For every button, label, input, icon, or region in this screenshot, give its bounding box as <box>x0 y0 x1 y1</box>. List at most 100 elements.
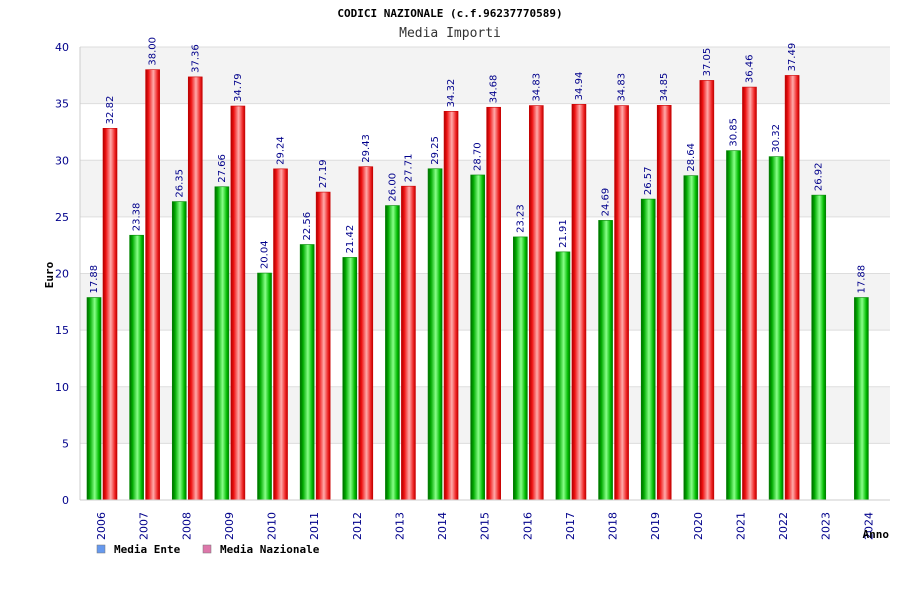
bar-media-nazionale <box>784 75 800 501</box>
x-tick-label: 2007 <box>138 512 151 540</box>
bar-media-ente <box>427 168 443 501</box>
bar-media-ente <box>171 201 187 501</box>
data-label-media-nazionale: 34.83 <box>531 73 542 102</box>
data-label-media-ente: 24.69 <box>601 188 612 217</box>
x-tick-label: 2015 <box>479 512 492 540</box>
x-axis-label: Anno <box>863 528 890 541</box>
data-label-media-ente: 23.23 <box>515 204 526 233</box>
bar-media-nazionale <box>187 76 203 501</box>
x-tick-label: 2009 <box>223 512 236 540</box>
bar-media-ente <box>683 175 699 501</box>
y-tick-label: 5 <box>62 437 69 450</box>
bar-media-nazionale <box>529 105 544 501</box>
data-label-media-nazionale: 37.49 <box>787 43 798 72</box>
bar-media-nazionale <box>614 105 629 501</box>
bar-media-ente <box>555 251 571 501</box>
data-label-media-ente: 22.56 <box>302 212 313 241</box>
y-axis-label: Euro <box>43 261 56 288</box>
data-label-media-ente: 17.88 <box>89 265 100 294</box>
legend-swatch-media-nazionale <box>202 544 212 554</box>
bar-media-ente <box>598 220 613 501</box>
x-tick-label: 2008 <box>180 512 193 540</box>
legend: Media Ente Media Nazionale <box>96 543 320 556</box>
bar-media-nazionale <box>699 80 715 501</box>
data-label-media-ente: 26.35 <box>174 169 185 198</box>
data-label-media-nazionale: 36.46 <box>744 54 755 83</box>
y-tick-label: 25 <box>55 211 69 224</box>
data-label-media-nazionale: 37.05 <box>702 48 713 77</box>
y-axis-ticks: 0 5 10 15 20 25 30 35 40 <box>55 41 69 507</box>
data-label-media-ente: 23.38 <box>132 203 143 232</box>
bar-media-nazionale <box>315 191 331 501</box>
bar-media-nazionale <box>145 69 160 501</box>
x-tick-label: 2016 <box>521 512 534 540</box>
data-labels: 17.88 32.82 23.38 38.00 26.35 37.36 27.66 34.79… <box>89 37 867 293</box>
bar-media-nazionale <box>358 166 374 501</box>
bar-media-nazionale <box>230 105 246 501</box>
bar-media-ente <box>299 244 315 501</box>
bar-media-ente <box>768 156 784 501</box>
data-label-media-nazionale: 37.36 <box>190 44 201 73</box>
bar-media-ente <box>385 205 400 501</box>
x-tick-label: 2023 <box>820 512 833 540</box>
data-label-media-nazionale: 34.94 <box>574 72 585 101</box>
y-tick-label: 15 <box>55 324 69 337</box>
x-tick-label: 2018 <box>607 512 620 540</box>
x-axis-ticks: 2006 2007 2008 2009 2010 2011 2012 2013 2014 2015… <box>95 512 875 540</box>
bar-media-ente <box>129 234 144 501</box>
data-label-media-nazionale: 27.71 <box>403 154 414 183</box>
bar-media-nazionale <box>443 111 459 501</box>
legend-label-media-nazionale: Media Nazionale <box>220 543 320 556</box>
x-tick-label: 2013 <box>393 512 406 540</box>
bar-media-ente <box>726 150 741 501</box>
data-label-media-ente: 28.64 <box>686 143 697 172</box>
bar-media-nazionale <box>102 128 118 501</box>
x-tick-label: 2011 <box>308 512 321 540</box>
y-tick-label: 0 <box>62 494 69 507</box>
bar-media-ente <box>854 297 869 501</box>
x-tick-label: 2020 <box>692 512 705 540</box>
chart-title: CODICI NAZIONALE (c.f.96237770589) <box>337 7 562 20</box>
x-tick-label: 2024 <box>862 512 875 540</box>
data-label-media-nazionale: 27.19 <box>318 159 329 188</box>
data-label-media-ente: 26.57 <box>643 166 654 195</box>
data-label-media-nazionale: 34.32 <box>446 79 457 108</box>
bar-media-ente <box>470 174 485 501</box>
y-tick-label: 30 <box>55 154 69 167</box>
data-label-media-nazionale: 32.82 <box>105 96 116 125</box>
bar-media-nazionale <box>656 105 672 501</box>
x-tick-label: 2021 <box>734 512 747 540</box>
x-tick-label: 2014 <box>436 512 449 540</box>
y-tick-label: 35 <box>55 98 69 111</box>
data-label-media-nazionale: 29.43 <box>361 134 372 163</box>
data-label-media-nazionale: 34.83 <box>617 73 628 102</box>
y-tick-label: 40 <box>55 41 69 54</box>
data-label-media-ente: 21.42 <box>345 225 356 254</box>
data-label-media-ente: 17.88 <box>856 265 867 294</box>
x-tick-label: 2017 <box>564 512 577 540</box>
data-label-media-ente: 30.85 <box>728 118 739 147</box>
bar-media-ente <box>640 198 656 501</box>
x-tick-label: 2022 <box>777 512 790 540</box>
bar-media-nazionale <box>401 185 416 501</box>
y-tick-label: 20 <box>55 268 69 281</box>
data-label-media-ente: 26.00 <box>387 173 398 202</box>
data-label-media-nazionale: 34.68 <box>489 75 500 104</box>
bar-media-ente <box>811 194 827 501</box>
data-label-media-ente: 28.70 <box>473 142 484 171</box>
bar-media-ente <box>257 272 272 501</box>
x-tick-label: 2006 <box>95 512 108 540</box>
data-label-media-nazionale: 38.00 <box>148 37 159 66</box>
x-tick-label: 2019 <box>649 512 662 540</box>
bar-media-nazionale <box>486 106 501 501</box>
chart-subtitle: Media Importi <box>399 26 501 41</box>
data-label-media-ente: 29.25 <box>430 136 441 165</box>
data-label-media-nazionale: 29.24 <box>276 136 287 165</box>
data-label-media-ente: 26.92 <box>814 162 825 191</box>
x-tick-label: 2010 <box>266 512 279 540</box>
bar-media-ente <box>513 236 528 501</box>
data-label-media-ente: 30.32 <box>771 124 782 153</box>
bar-media-nazionale <box>742 86 757 501</box>
y-tick-label: 10 <box>55 381 69 394</box>
